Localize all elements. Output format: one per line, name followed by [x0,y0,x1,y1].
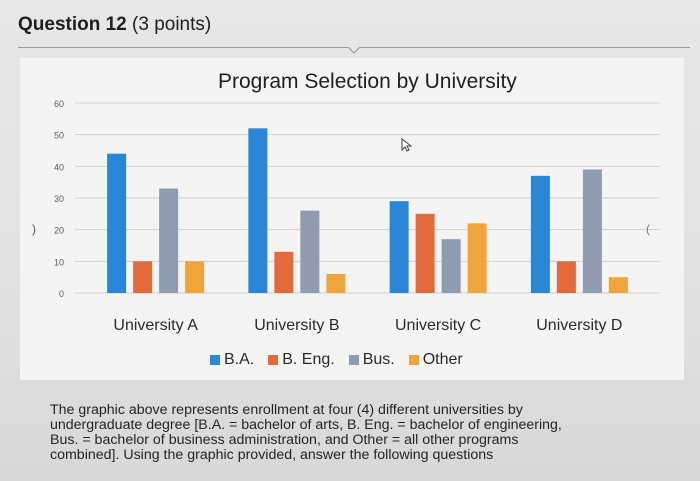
legend-swatch [268,355,279,365]
description-line: combined]. Using the graphic provided, a… [50,447,494,463]
bar-3-3 [441,239,461,293]
legend-swatch [348,355,359,365]
bar-3-2 [300,210,320,293]
legend-item: B. Eng. [268,351,335,369]
bar-2-3 [415,213,435,293]
y-tick-label: 0 [59,289,64,299]
y-tick-label: 20 [54,226,64,236]
bar-2-1 [133,261,153,293]
bar-2-2 [274,251,294,293]
legend-item: Other [408,351,463,369]
question-points: (3 points) [132,14,212,35]
y-tick-label: 60 [54,99,64,109]
x-category-label: University A [113,317,198,334]
chart-legend: B.A. B. Eng. Bus. Other [210,350,477,370]
bar-1-3 [389,201,409,293]
legend-label: B. Eng. [282,351,335,368]
cursor-arrow-icon [401,138,413,152]
x-category-label: University B [254,317,339,334]
legend-swatch [408,355,419,365]
bar-4-1 [185,261,205,293]
chart-panel [20,58,684,380]
stray-mark-right: ( [646,222,650,236]
y-tick-label: 10 [54,257,64,267]
legend-label: B.A. [224,351,255,368]
stray-mark-left: ) [32,222,36,236]
bar-4-4 [608,277,628,293]
y-tick-label: 30 [54,194,64,204]
bar-3-1 [159,188,179,293]
legend-label: Bus. [362,351,395,368]
x-category-label: University C [395,317,481,334]
legend-swatch [210,355,220,365]
question-title: Question 12 (3 points) [18,14,211,36]
y-tick-label: 50 [54,131,64,141]
question-description: The graphic above represents enrollment … [50,403,630,463]
bar-4-3 [467,223,487,293]
bar-chart: 0 10 20 30 40 50 60 University A University B Uni… [54,99,660,334]
legend-item: Bus. [348,351,395,369]
legend-label: Other [422,351,463,368]
bar-2-4 [556,261,576,293]
bar-1-2 [248,128,268,293]
question-number: Question 12 [18,14,127,35]
bar-1-1 [107,153,127,293]
description-line: The graphic above represents enrollment … [50,402,523,418]
description-line: undergraduate degree [B.A. = bachelor of… [50,417,562,433]
legend-item: B.A. [210,351,254,369]
bar-3-4 [582,169,602,293]
x-category-label: University D [536,317,622,334]
bar-4-2 [326,274,346,293]
chart-title: Program Selection by University [218,70,517,93]
description-line: Bus. = bachelor of business administrati… [50,432,519,448]
bar-1-4 [530,175,550,293]
y-tick-label: 40 [54,162,64,172]
